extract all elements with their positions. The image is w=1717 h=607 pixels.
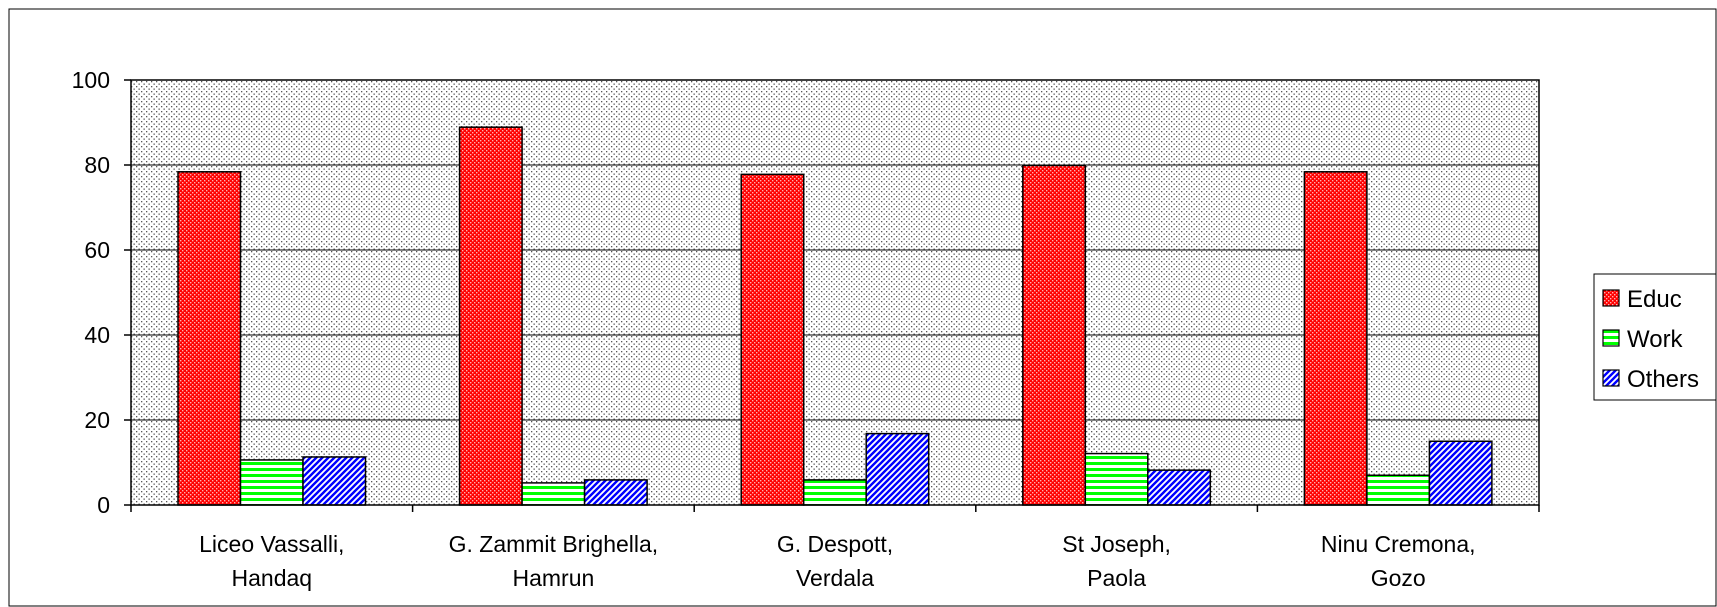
plot-frame (130, 79, 1540, 506)
y-tick-label: 40 (84, 322, 110, 348)
bar (740, 173, 805, 506)
legend-label: Educ (1627, 286, 1682, 313)
bar (865, 432, 930, 506)
bar (177, 171, 242, 506)
y-tick-label: 60 (84, 237, 110, 263)
legend-swatch (1602, 329, 1620, 347)
y-tick-label: 20 (84, 407, 110, 433)
legend-swatch (1602, 369, 1620, 387)
bar (302, 456, 367, 506)
y-tick-label: 0 (97, 492, 110, 518)
y-tick-label: 100 (72, 67, 110, 93)
bar (458, 126, 523, 506)
bar (1303, 171, 1368, 506)
legend-label: Work (1627, 326, 1684, 353)
legend-label: Others (1627, 366, 1699, 393)
bar (1366, 474, 1431, 506)
legend-swatch (1602, 289, 1620, 307)
bar (521, 482, 586, 506)
bar (239, 459, 304, 506)
x-tick-label: G. Despott, Verdala (777, 531, 893, 591)
x-tick-label: St Joseph, Paola (1062, 531, 1171, 591)
bar (802, 479, 867, 506)
x-tick-label: G. Zammit Brighella, Hamrun (449, 531, 659, 591)
bar (1428, 440, 1493, 506)
x-tick-label: Liceo Vassalli, Handaq (199, 531, 344, 591)
bar (583, 479, 648, 506)
x-tick-label: Ninu Cremona, Gozo (1321, 531, 1476, 591)
y-tick-label: 80 (84, 152, 110, 178)
bar (1084, 452, 1149, 506)
bar (1147, 469, 1212, 506)
bar (1022, 164, 1087, 506)
